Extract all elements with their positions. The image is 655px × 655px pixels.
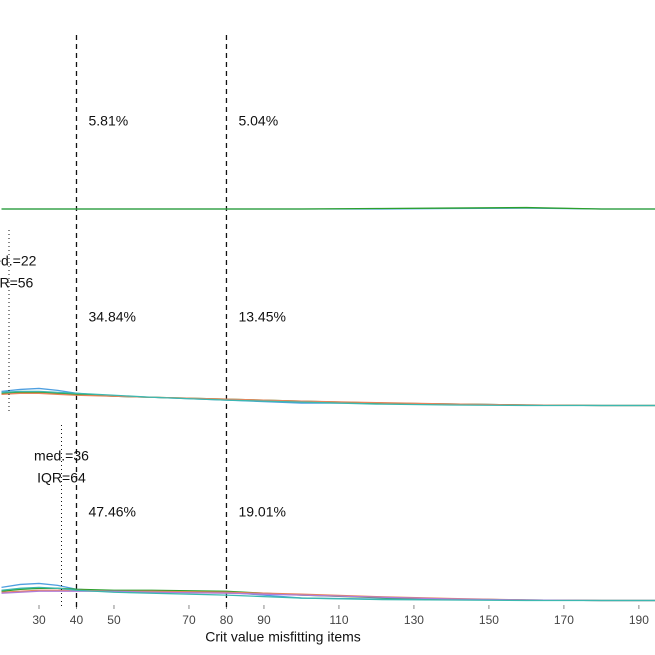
density-line — [1, 586, 655, 602]
percent-label: 13.45% — [238, 309, 285, 325]
x-tick-label: 190 — [629, 613, 649, 627]
x-tick-label: 40 — [70, 613, 84, 627]
density-line — [1, 206, 655, 210]
x-tick-label: 150 — [479, 613, 499, 627]
density-line — [1, 390, 655, 407]
x-axis-title: Crit value misfitting items — [205, 629, 361, 645]
percent-label: 5.81% — [88, 113, 128, 129]
x-tick-label: 110 — [329, 613, 348, 627]
x-tick-label: 170 — [554, 613, 574, 627]
percent-label: 5.04% — [238, 113, 278, 129]
x-tick-label: 50 — [107, 613, 121, 627]
percent-label: 34.84% — [88, 309, 135, 325]
x-tick-label: 90 — [257, 613, 271, 627]
percent-label: 19.01% — [238, 504, 285, 520]
median-label: med.=36 — [34, 448, 89, 464]
percent-label: 47.46% — [88, 504, 135, 520]
x-tick-label: 130 — [404, 613, 424, 627]
x-tick-label: 30 — [32, 613, 46, 627]
x-tick-label: 80 — [220, 613, 234, 627]
x-tick-label: 70 — [182, 613, 196, 627]
iqr-label: IQR=56 — [0, 275, 34, 291]
iqr-label: IQR=64 — [37, 470, 86, 486]
median-label: med.=22 — [0, 253, 37, 269]
